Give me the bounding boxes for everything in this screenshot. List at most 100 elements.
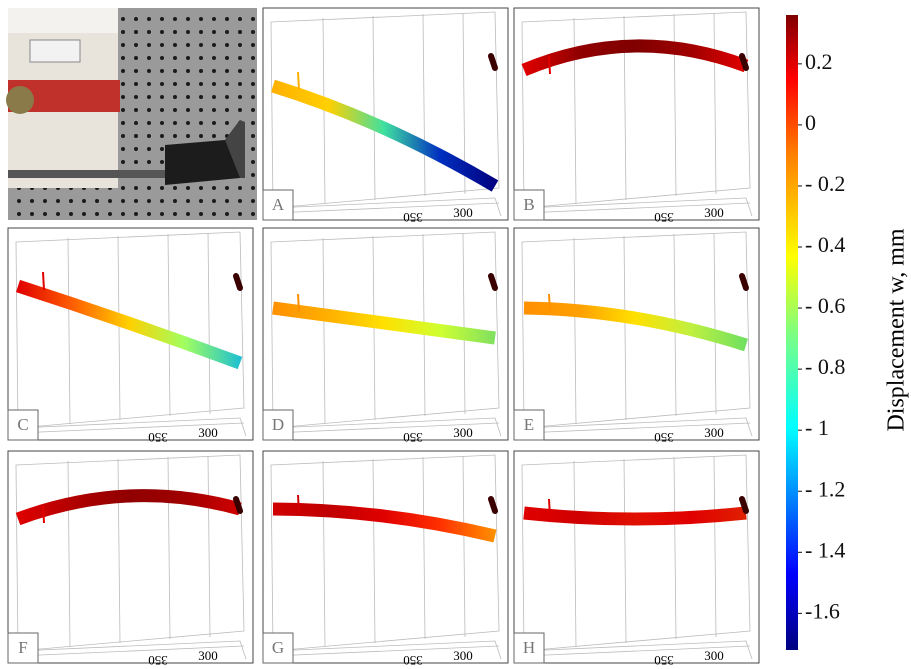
label-box	[262, 632, 294, 664]
panel-label: C	[17, 415, 28, 434]
spike	[42, 271, 45, 291]
panel: B 350 300	[513, 7, 760, 225]
axis-tick-label: 350	[403, 210, 423, 225]
label-box	[262, 189, 294, 221]
spike	[548, 55, 551, 75]
label-box	[7, 632, 39, 664]
panel-frame	[7, 450, 254, 664]
box-line	[322, 17, 326, 205]
profile	[16, 279, 243, 370]
box-line	[67, 460, 71, 648]
box-line	[167, 233, 171, 417]
box-line	[523, 202, 751, 214]
label-box	[513, 632, 545, 664]
axis-tick-label: 300	[704, 425, 724, 440]
box-line	[713, 455, 717, 638]
box-line	[523, 645, 751, 657]
spike	[297, 293, 300, 313]
spike	[297, 71, 300, 91]
box-line	[270, 231, 500, 429]
panel: C 350 300	[7, 227, 254, 445]
box-line	[207, 232, 211, 415]
spike	[297, 494, 300, 514]
panel-label: G	[272, 638, 284, 657]
box-line	[117, 458, 121, 644]
profile	[523, 301, 748, 352]
box-line	[372, 458, 376, 644]
box-line	[521, 11, 751, 209]
colorbar-tick-label: 0.2	[805, 49, 833, 74]
sensor	[739, 273, 749, 291]
box-line	[272, 422, 500, 434]
profile	[523, 506, 747, 526]
axis-tick-label: 350	[654, 210, 674, 225]
box-line	[15, 231, 245, 429]
box-line	[272, 640, 502, 660]
box-line	[272, 197, 502, 217]
axis-tick-label: 300	[453, 205, 473, 220]
box-line	[67, 237, 71, 425]
box-line	[17, 640, 247, 660]
box-line	[623, 458, 627, 644]
box-line	[17, 417, 247, 437]
sensor	[488, 53, 498, 71]
panel-label: A	[272, 195, 285, 214]
colorbar-tick-label: - 0.4	[805, 232, 845, 257]
colorbar-label: Displacement w, mm	[884, 228, 910, 431]
panel: G 350 300	[262, 450, 509, 668]
panel-frame	[262, 7, 509, 221]
colorbar-tick-label: - 0.2	[805, 171, 845, 196]
colorbar-tick-label: - 0.6	[805, 293, 845, 318]
box-line	[270, 454, 500, 652]
sensor	[739, 53, 749, 71]
sensor	[739, 496, 749, 514]
box-line	[167, 456, 171, 640]
panel: H 350 300	[513, 450, 760, 668]
sensor	[233, 273, 243, 291]
box-line	[523, 422, 751, 434]
box-line	[462, 455, 466, 638]
box-line	[713, 12, 717, 195]
box-line	[117, 235, 121, 421]
axis-tick-label: 350	[654, 653, 674, 668]
axis-tick-label: 300	[198, 425, 218, 440]
box-line	[270, 11, 500, 209]
panel: D 350 300	[262, 227, 509, 445]
spike	[42, 504, 45, 524]
box-line	[422, 456, 426, 640]
panel-label: H	[523, 638, 535, 657]
panel-frame	[262, 450, 509, 664]
box-line	[521, 231, 751, 429]
photo	[6, 8, 257, 220]
colorbar-tick-label: - 1	[805, 415, 829, 440]
panel-label: D	[272, 415, 284, 434]
box-line	[207, 455, 211, 638]
panel: F 350 300	[7, 450, 254, 668]
box-line	[272, 645, 500, 657]
profile	[15, 489, 242, 526]
colorbar-tick-label: - 1.4	[805, 537, 845, 562]
panel: A 350 300	[262, 7, 509, 225]
axis-tick-label: 350	[148, 430, 168, 445]
panel-frame	[513, 450, 760, 664]
label-box	[7, 409, 39, 441]
box-line	[322, 460, 326, 648]
axis-tick-label: 300	[704, 648, 724, 663]
panel: E 350 300	[513, 227, 760, 445]
axis-tick-label: 350	[403, 430, 423, 445]
axis-tick-label: 300	[704, 205, 724, 220]
box-line	[521, 454, 751, 652]
colorbar-tick-label: - 1.2	[805, 476, 845, 501]
panel-label: F	[18, 638, 27, 657]
sensor	[488, 496, 498, 514]
box-line	[272, 417, 502, 437]
box-line	[573, 237, 577, 425]
axis-tick-label: 350	[148, 653, 168, 668]
box-line	[523, 417, 753, 437]
axis-tick-label: 300	[453, 648, 473, 663]
box-line	[713, 232, 717, 415]
box-line	[422, 13, 426, 197]
box-line	[673, 456, 677, 640]
box-line	[322, 237, 326, 425]
